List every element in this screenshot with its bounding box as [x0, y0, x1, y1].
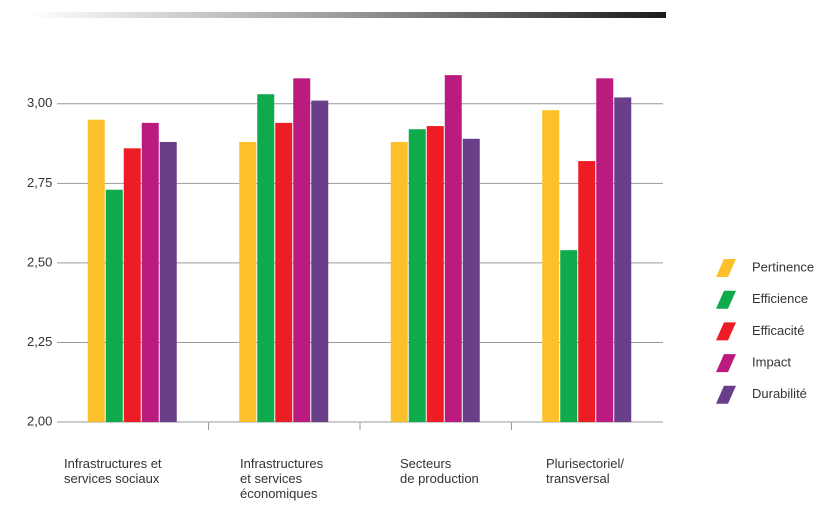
legend-swatch: [716, 322, 736, 341]
bar: [87, 119, 105, 422]
bar: [596, 78, 614, 422]
bar: [614, 97, 632, 422]
legend-swatch: [716, 290, 736, 309]
legend-label: Pertinence: [752, 259, 814, 274]
bar: [257, 94, 275, 422]
header-bar: [30, 12, 666, 18]
legend-label: Impact: [752, 355, 791, 370]
x-tick-label: Infrastructures et services économiques: [240, 456, 324, 501]
y-tick-label: 2,50: [27, 254, 52, 269]
x-tick-label: Secteurs de production: [400, 456, 479, 486]
bar: [105, 189, 123, 422]
bar: [311, 100, 329, 423]
y-tick-label: 3,00: [27, 95, 52, 110]
legend-swatch: [716, 354, 736, 373]
y-tick-label: 2,75: [27, 175, 52, 190]
x-tick-label: Infrastructures et services sociaux: [64, 456, 162, 486]
bar: [239, 141, 257, 422]
bar: [123, 148, 141, 422]
legend-swatch: [716, 259, 736, 277]
bar: [275, 122, 293, 423]
bar: [462, 138, 480, 422]
bar: [560, 250, 578, 422]
legend-label: Durabilité: [752, 386, 807, 401]
bar: [542, 110, 560, 423]
legend-swatch: [716, 385, 736, 404]
bar: [444, 75, 462, 422]
bar: [578, 161, 596, 422]
legend-label: Efficience: [752, 291, 808, 306]
bar: [408, 129, 426, 423]
bar: [159, 141, 177, 422]
x-tick-label: Plurisectoriel/ transversal: [546, 456, 625, 486]
bar: [426, 126, 444, 422]
bar: [141, 122, 159, 423]
bar: [293, 78, 311, 422]
y-tick-label: 2,00: [27, 413, 52, 428]
bar: [390, 141, 408, 422]
y-tick-label: 2,25: [27, 334, 52, 349]
legend-label: Efficacité: [752, 323, 805, 338]
